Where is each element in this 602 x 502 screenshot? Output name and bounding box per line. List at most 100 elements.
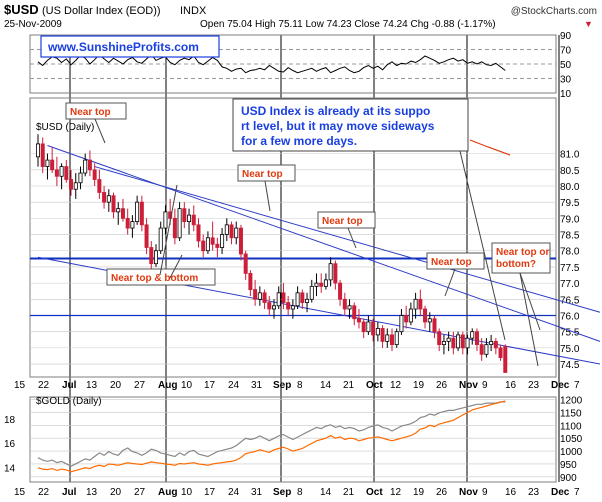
callout-line: USD Index is already at its suppo <box>241 104 430 118</box>
x-tick-label: Dec <box>551 380 570 391</box>
candle-body <box>333 263 338 284</box>
candle-body <box>229 224 234 239</box>
label-near-top-2-box <box>237 164 296 182</box>
candle-body <box>149 247 154 265</box>
gold-line <box>37 400 506 473</box>
x-tick-label: 10 <box>181 487 193 498</box>
candle-body <box>342 298 347 310</box>
x-tick-label: 14 <box>320 487 332 498</box>
ma-fragment <box>469 139 511 156</box>
x-tick-label: Jul <box>62 380 77 391</box>
pointer-line <box>264 180 271 212</box>
price-tick-label: 78.0 <box>560 247 580 258</box>
index-name: (US Dollar Index (EOD)) <box>42 5 161 17</box>
candle-body <box>187 214 192 222</box>
price-tick-label: 75.0 <box>560 344 580 355</box>
candle-body <box>352 305 357 320</box>
candle-body <box>234 227 239 239</box>
x-tick-label: 23 <box>528 380 540 391</box>
gold-panel-label: $GOLD (Daily) <box>36 396 102 407</box>
candle-body <box>210 237 215 245</box>
candle-body <box>224 224 229 235</box>
x-tick-label: 24 <box>228 380 240 391</box>
x-tick-label: 22 <box>38 487 50 498</box>
date-label: 25-Nov-2009 <box>4 19 62 30</box>
candle-body <box>366 321 371 333</box>
candle-body <box>243 253 248 274</box>
x-tick-label: 19 <box>413 487 425 498</box>
x-tick-label: 9 <box>482 380 488 391</box>
x-tick-label: 23 <box>528 487 540 498</box>
label-near-top-2: Near top <box>242 169 283 180</box>
label-near-top-4-box <box>426 252 485 270</box>
candle-body <box>139 201 144 226</box>
x-tick-label: Oct <box>366 487 383 498</box>
candle-body <box>276 292 281 307</box>
candle-body <box>465 337 470 349</box>
candle-body <box>106 195 111 203</box>
candle-body <box>87 159 92 171</box>
x-tick-label: Aug <box>158 380 177 391</box>
pointer-line <box>159 184 178 276</box>
candle-body <box>248 272 253 290</box>
x-tick-label: Dec <box>551 487 570 498</box>
x-tick-label: 21 <box>343 487 355 498</box>
candle-body <box>92 169 97 180</box>
ratio-tick-label: 18 <box>4 415 16 426</box>
candle-body <box>503 346 508 373</box>
candle-body <box>182 208 187 222</box>
gold-tick-label: 1200 <box>560 396 583 407</box>
gold-tick-label: 900 <box>560 473 577 484</box>
pointer-line <box>519 272 541 331</box>
candle-body <box>408 308 413 323</box>
site-label: www.SunshineProfits.com <box>47 40 199 54</box>
upper-channel-line-1 <box>47 145 601 342</box>
candle-body <box>427 318 432 323</box>
candle-body <box>78 172 83 184</box>
panel-frame-2 <box>29 396 557 483</box>
candle-body <box>460 334 465 349</box>
candle-body <box>69 179 74 190</box>
price-tick-label: 76.5 <box>560 295 580 306</box>
label-near-top-bottom: Near top & bottom <box>111 273 198 284</box>
callout-line: rt level, but it may move sideways <box>241 119 435 133</box>
rsi-tick-label: 90 <box>560 31 572 42</box>
candle-body <box>144 224 149 248</box>
x-tick-label: 16 <box>505 380 517 391</box>
pointer-line <box>169 254 183 279</box>
x-tick-label: 15 <box>14 380 26 391</box>
down-arrow-icon: ▼ <box>584 19 593 29</box>
x-tick-label: Nov <box>459 380 478 391</box>
callout-box <box>232 98 469 152</box>
rsi-tick-label: 70 <box>560 46 572 57</box>
candle-body <box>50 159 55 171</box>
gold-tick-label: 1100 <box>560 421 582 432</box>
candle-body <box>474 331 479 346</box>
candle-body <box>484 344 489 355</box>
x-tick-label: 19 <box>413 380 425 391</box>
x-tick-label: 7 <box>574 487 580 498</box>
label-near-top-or-bottom-line2: bottom? <box>496 259 536 270</box>
candle-body <box>205 237 210 252</box>
x-tick-label: 8 <box>297 380 303 391</box>
x-tick-label: Aug <box>158 487 177 498</box>
candle-body <box>323 279 328 287</box>
upper-channel-line-2 <box>94 166 601 313</box>
label-near-top-1-box <box>65 102 127 120</box>
label-near-top-3: Near top <box>322 216 363 227</box>
candle-body <box>130 221 135 229</box>
candle-body <box>215 243 220 248</box>
price-tick-label: 75.5 <box>560 328 580 339</box>
x-tick-label: Oct <box>366 380 383 391</box>
x-tick-label: Sep <box>273 487 291 498</box>
x-tick-label: 24 <box>228 487 240 498</box>
ratio-line <box>37 401 506 467</box>
x-tick-label: 7 <box>574 380 580 391</box>
x-tick-label: Jul <box>62 487 77 498</box>
candle-body <box>158 227 163 252</box>
x-tick-label: 12 <box>390 380 402 391</box>
candle-body <box>328 263 333 281</box>
x-tick-label: 22 <box>38 380 50 391</box>
price-tick-label: 80.5 <box>560 166 580 177</box>
pointer-line <box>94 118 106 144</box>
